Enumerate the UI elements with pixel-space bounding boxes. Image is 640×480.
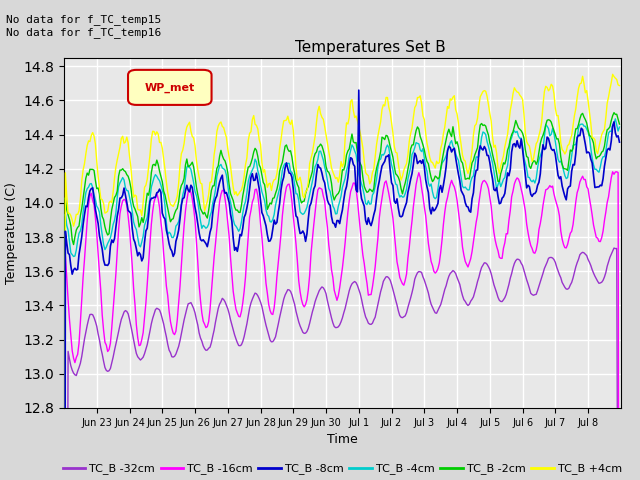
Y-axis label: Temperature (C): Temperature (C) bbox=[5, 182, 18, 284]
Title: Temperatures Set B: Temperatures Set B bbox=[295, 40, 445, 55]
Legend: TC_B -32cm, TC_B -16cm, TC_B -8cm, TC_B -4cm, TC_B -2cm, TC_B +4cm: TC_B -32cm, TC_B -16cm, TC_B -8cm, TC_B … bbox=[58, 459, 627, 479]
X-axis label: Time: Time bbox=[327, 433, 358, 446]
FancyBboxPatch shape bbox=[128, 70, 212, 105]
Text: No data for f_TC_temp15
No data for f_TC_temp16: No data for f_TC_temp15 No data for f_TC… bbox=[6, 14, 162, 38]
Text: WP_met: WP_met bbox=[145, 82, 195, 93]
